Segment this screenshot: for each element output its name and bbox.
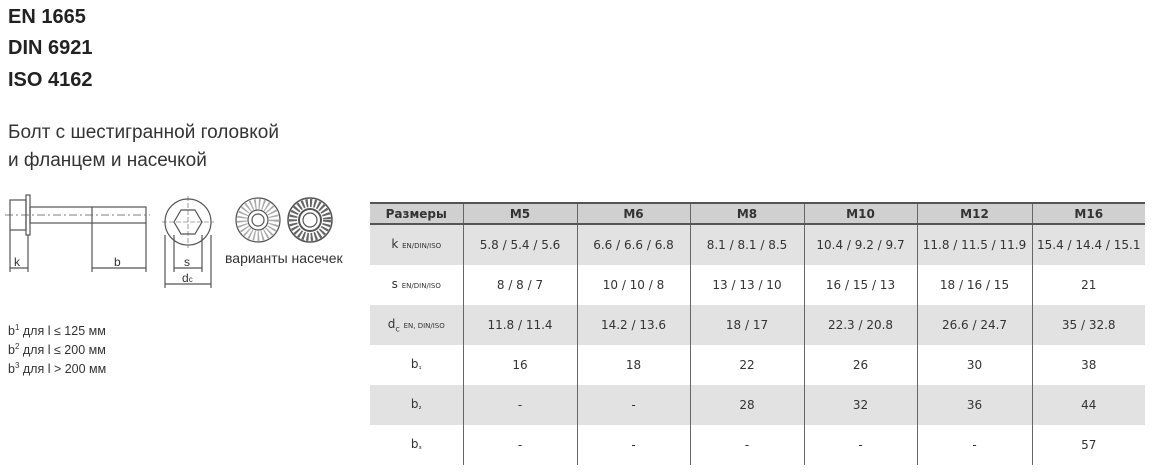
table-cell: 8 / 8 / 7 [462, 265, 577, 305]
table-cell: - [689, 425, 804, 465]
table-cell: 10.4 / 9.2 / 9.7 [803, 224, 917, 265]
serration-variant-curved-icon [287, 197, 333, 243]
table-cell: 18 [576, 345, 690, 385]
table-row: b³ - - - - -57 [370, 425, 1145, 465]
table-row: b¹ 16 18 22 26 30 38 [370, 345, 1145, 385]
standard-en: EN 1665 [8, 6, 86, 28]
table-cell: 11.8 / 11.4 [462, 305, 577, 345]
table-cell: 16 / 15 / 13 [803, 265, 917, 305]
table-cell: 8.1 / 8.1 / 8.5 [689, 224, 804, 265]
bolt-top-view [162, 196, 214, 288]
row-label: b³ [410, 436, 422, 454]
table-cell: - [462, 385, 577, 425]
serration-variant-radial-icon [235, 197, 281, 243]
table-cell: 57 [1031, 425, 1145, 465]
table-cell: 28 [689, 385, 804, 425]
table-cell: 18 / 16 / 15 [916, 265, 1032, 305]
column-header-m6: M6 [576, 202, 690, 225]
row-label: b¹ [410, 356, 422, 374]
table-cell: 35 / 32.8 [1031, 305, 1145, 345]
dim-k: k [14, 255, 21, 269]
table-cell: 22.3 / 20.8 [803, 305, 917, 345]
table-cell: 11.8 / 11.5 / 11.9 [916, 224, 1032, 265]
table-cell: 14.2 / 13.6 [576, 305, 690, 345]
table-cell: 26.6 / 24.7 [916, 305, 1032, 345]
row-label: s EN/DIN/ISO [391, 276, 441, 291]
table-row: dc EN, DIN/ISO 11.8 / 11.4 14.2 / 13.6 18 /… [370, 305, 1145, 345]
product-title-line1: Болт с шестигранной головкой [8, 122, 279, 143]
bolt-side-view [5, 194, 150, 272]
table-cell: 21 [1031, 265, 1145, 305]
table-cell: 44 [1031, 385, 1145, 425]
row-label: dc EN, DIN/ISO [370, 305, 463, 345]
table-header-row: Размеры M5 M6 M8 M10 M12 M16 [370, 202, 1145, 225]
note-b3: b3 для l > 200 мм [8, 361, 107, 377]
table-cell: 32 [803, 385, 917, 425]
note-b2: b2 для l ≤ 200 мм [8, 342, 106, 358]
standard-iso: ISO 4162 [8, 69, 93, 91]
table-cell: 22 [689, 345, 804, 385]
table-cell: - [576, 425, 690, 465]
column-header-m10: M10 [803, 202, 917, 225]
table-row: s EN/DIN/ISO 8 / 8 / 7 10 / 10 / 8 13 / 13 … [370, 265, 1145, 305]
table-cell: 16 [462, 345, 577, 385]
product-title-line2: и фланцем и насечкой [8, 150, 207, 171]
dim-dc: dc [182, 271, 193, 285]
table-cell: - [462, 425, 577, 465]
row-label: k EN/DIN/ISO [370, 224, 463, 265]
table-cell: 30 [916, 345, 1032, 385]
column-header-m5: M5 [462, 202, 577, 225]
dimensions-table: Размеры M5 M6 M8 M10 M12 M16 k EN/DIN/ISO 5.8 /… [370, 202, 1145, 465]
column-header-m16: M16 [1031, 202, 1145, 225]
table-cell: 5.8 / 5.4 / 5.6 [462, 224, 577, 265]
table-cell: - [803, 425, 917, 465]
table-cell: - [576, 385, 690, 425]
table-cell: 6.6 / 6.6 / 6.8 [576, 224, 690, 265]
column-header-m12: M12 [916, 202, 1032, 225]
table-cell: 36 [916, 385, 1032, 425]
table-cell: 13 / 13 / 10 [689, 265, 804, 305]
column-header-m8: M8 [689, 202, 804, 225]
dim-b: b [114, 255, 121, 269]
table-cell: - [916, 425, 1032, 465]
table-cell: 38 [1031, 345, 1145, 385]
note-b1: b1 для l ≤ 125 мм [8, 323, 106, 339]
table-cell: 10 / 10 / 8 [576, 265, 690, 305]
column-header-sizes: Размеры [370, 202, 463, 225]
dim-s: s [184, 255, 190, 269]
table-cell: 18 / 17 [689, 305, 804, 345]
table-row: b² - -28 32 36 44 [370, 385, 1145, 425]
table-cell: 15.4 / 14.4 / 15.1 [1031, 224, 1145, 265]
serration-variants-label: варианты насечек [225, 250, 343, 266]
table-cell: 26 [803, 345, 917, 385]
bolt-drawing: k b s dc [5, 194, 333, 288]
row-label: b² [370, 385, 463, 425]
standard-din: DIN 6921 [8, 37, 93, 59]
table-row: k EN/DIN/ISO 5.8 / 5.4 / 5.6 6.6 / 6.6 / 6… [370, 224, 1145, 265]
